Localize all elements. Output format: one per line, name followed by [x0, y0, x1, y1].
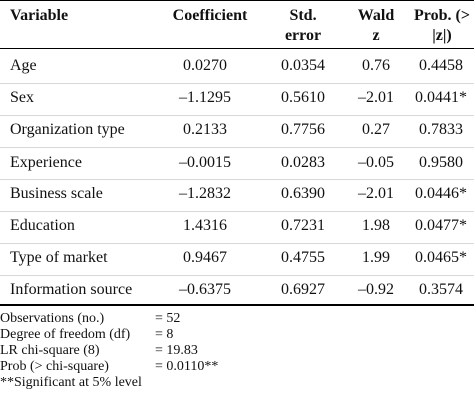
table-bottom-rule — [0, 304, 474, 306]
table-top-rule — [0, 0, 474, 1]
cell-coefficient: 1.4316 — [183, 217, 227, 234]
cell-coefficient: 0.9467 — [183, 249, 227, 266]
cell-std-error: 0.6927 — [281, 281, 325, 298]
cell-std-error: 0.5610 — [281, 89, 325, 106]
cell-wald-z: 1.98 — [362, 217, 390, 234]
cell-wald-z: –2.01 — [358, 89, 394, 106]
cell-coefficient: –1.2832 — [179, 185, 231, 202]
cell-coefficient: –1.1295 — [179, 89, 231, 106]
cell-wald-z: 0.76 — [362, 57, 390, 74]
header-std-error-line2: error — [284, 27, 322, 44]
cell-std-error: 0.0283 — [281, 154, 325, 171]
cell-prob: 0.4458 — [419, 57, 463, 74]
cell-wald-z: 0.27 — [362, 121, 390, 138]
footer-value: = 52 — [155, 311, 181, 326]
cell-prob: 0.0446* — [415, 185, 467, 202]
header-std-error-line1: Std. — [289, 7, 317, 24]
cell-coefficient: 0.2133 — [183, 121, 227, 138]
footer-label: LR chi-square (8) — [0, 343, 100, 358]
header-prob-line2: |z|) — [432, 27, 452, 44]
footer-value: = 0.0110** — [155, 359, 219, 374]
header-wald-line2: z — [372, 27, 380, 44]
cell-prob: 0.0441* — [415, 89, 467, 106]
cell-wald-z: –2.01 — [358, 185, 394, 202]
cell-variable: Type of market — [10, 249, 108, 266]
cell-prob: 0.9580 — [419, 154, 463, 171]
cell-wald-z: –0.05 — [358, 154, 394, 171]
header-wald-line1: Wald — [357, 7, 395, 24]
cell-variable: Sex — [10, 89, 34, 106]
cell-coefficient: 0.0270 — [183, 57, 227, 74]
cell-std-error: 0.0354 — [281, 57, 325, 74]
row-divider — [0, 83, 474, 84]
cell-coefficient: –0.6375 — [179, 281, 231, 298]
cell-coefficient: –0.0015 — [179, 154, 231, 171]
footer-value: = 19.83 — [155, 343, 198, 358]
cell-variable: Business scale — [10, 185, 103, 202]
cell-wald-z: 1.99 — [362, 249, 390, 266]
cell-std-error: 0.4755 — [281, 249, 325, 266]
cell-prob: 0.3574 — [419, 281, 463, 298]
row-divider — [0, 179, 474, 180]
row-divider — [0, 211, 474, 212]
cell-prob: 0.0465* — [415, 249, 467, 266]
cell-variable: Organization type — [10, 121, 125, 138]
cell-prob: 0.0477* — [415, 217, 467, 234]
footer-value: = 8 — [155, 327, 174, 342]
footer-label: Observations (no.) — [0, 311, 105, 326]
header-prob-line1: Prob. (> — [414, 7, 470, 24]
cell-variable: Experience — [10, 154, 82, 171]
significance-note: **Significant at 5% level — [0, 375, 142, 390]
row-divider — [0, 243, 474, 244]
cell-std-error: 0.6390 — [281, 185, 325, 202]
row-divider — [0, 147, 474, 148]
cell-std-error: 0.7231 — [281, 217, 325, 234]
header-variable: Variable — [10, 7, 69, 24]
cell-prob: 0.7833 — [419, 121, 463, 138]
header-rule — [0, 48, 474, 49]
row-divider — [0, 275, 474, 276]
cell-variable: Information source — [10, 281, 133, 298]
footer-label: Prob (> chi-square) — [0, 359, 109, 374]
footer-label: Degree of freedom (df) — [0, 327, 131, 342]
cell-wald-z: –0.92 — [358, 281, 394, 298]
cell-variable: Age — [10, 57, 37, 74]
cell-variable: Education — [10, 217, 75, 234]
row-divider — [0, 115, 474, 116]
header-coefficient: Coefficient — [172, 7, 248, 24]
cell-std-error: 0.7756 — [281, 121, 325, 138]
